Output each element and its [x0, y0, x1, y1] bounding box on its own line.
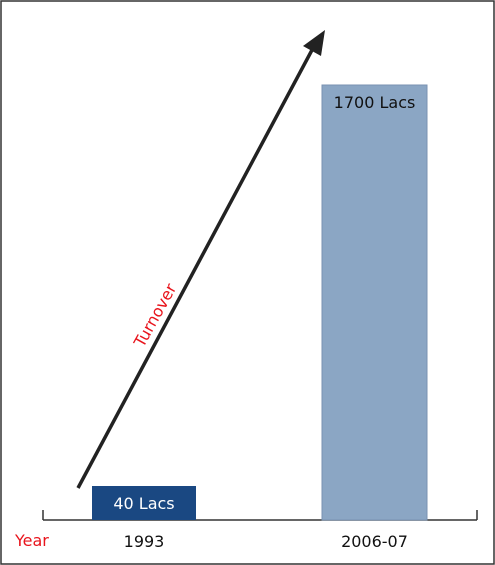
- bar-1993: [92, 486, 196, 520]
- x-tick-label-1993: 1993: [124, 532, 165, 551]
- bar-2006-07: [321, 84, 428, 521]
- arrow-head-icon: [303, 30, 325, 56]
- turnover-arrow-line: [76, 49, 314, 489]
- bar-value-label-2006-07: 1700 Lacs: [334, 93, 416, 112]
- x-axis-title: Year: [14, 531, 49, 550]
- x-tick-label-2006-07: 2006-07: [341, 532, 408, 551]
- bar-value-label-1993: 40 Lacs: [113, 494, 174, 513]
